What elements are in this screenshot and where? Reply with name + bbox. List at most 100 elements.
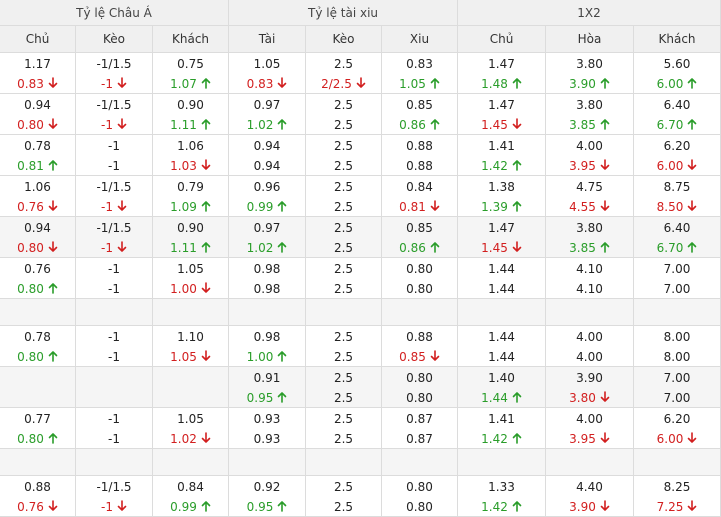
current-odds: 3.85 bbox=[546, 115, 633, 135]
arrow-up-icon bbox=[201, 500, 211, 512]
odds-value: 6.70 bbox=[656, 118, 684, 132]
arrow-up-icon bbox=[430, 241, 440, 253]
opening-odds: 0.84 bbox=[382, 177, 457, 197]
odds-value: 6.40 bbox=[663, 98, 691, 112]
current-odds: 4.00 bbox=[546, 347, 633, 367]
opening-odds: 0.83 bbox=[382, 54, 457, 74]
current-odds: -1 bbox=[76, 197, 152, 217]
odds-value: 6.70 bbox=[656, 241, 684, 255]
opening-odds: 0.78 bbox=[0, 327, 75, 347]
odds-value: 1.00 bbox=[170, 282, 197, 296]
current-odds: 4.55 bbox=[546, 197, 633, 217]
arrow-down-icon bbox=[687, 432, 697, 444]
odds-value: 0.98 bbox=[253, 262, 281, 276]
opening-odds: 0.85 bbox=[382, 218, 457, 238]
table-cell: 4.00 3.95 bbox=[546, 135, 634, 175]
table-cell-empty bbox=[153, 449, 229, 475]
odds-value: 2.5 bbox=[333, 159, 354, 173]
current-odds: 0.99 bbox=[229, 197, 305, 217]
odds-value: 0.87 bbox=[406, 412, 433, 426]
table-cell: 6.20 6.00 bbox=[634, 135, 721, 175]
table-cell: 4.10 4.10 bbox=[546, 258, 634, 298]
column-header: Khách bbox=[634, 26, 721, 52]
table-cell-empty bbox=[306, 449, 382, 475]
arrow-up-icon bbox=[201, 241, 211, 253]
current-odds: 0.80 bbox=[382, 497, 457, 517]
odds-value: 1.05 bbox=[170, 350, 197, 364]
arrow-up-icon bbox=[512, 391, 522, 403]
odds-value: 0.92 bbox=[253, 480, 281, 494]
odds-value: 3.85 bbox=[569, 118, 596, 132]
current-odds: 2.5 bbox=[306, 388, 381, 408]
odds-value: 2.5 bbox=[333, 57, 354, 71]
table-row: 0.78 0.81 -1 -1 1.06 1.03 0.94 0.94 2.5 2.5 0.88 0.… bbox=[0, 135, 721, 176]
odds-value: 0.95 bbox=[246, 391, 274, 405]
opening-odds: 1.05 bbox=[153, 259, 228, 279]
table-cell: 0.93 0.93 bbox=[229, 408, 306, 448]
table-cell bbox=[76, 367, 153, 407]
table-cell: 0.75 1.07 bbox=[153, 53, 229, 93]
table-cell: -1/1.5 -1 bbox=[76, 94, 153, 134]
table-cell: 2.5 2.5 bbox=[306, 258, 382, 298]
arrow-up-icon bbox=[512, 500, 522, 512]
odds-value: 0.83 bbox=[246, 77, 274, 91]
odds-value: 8.00 bbox=[663, 330, 691, 344]
arrow-down-icon bbox=[430, 350, 440, 362]
column-header: Kèo bbox=[76, 26, 153, 52]
arrow-up-icon bbox=[277, 391, 287, 403]
table-cell: 1.47 1.45 bbox=[458, 94, 546, 134]
opening-odds: 1.41 bbox=[458, 409, 545, 429]
arrow-down-icon bbox=[687, 200, 697, 212]
current-odds: 0.80 bbox=[0, 115, 75, 135]
current-odds: 0.85 bbox=[382, 347, 457, 367]
opening-odds: 4.75 bbox=[546, 177, 633, 197]
arrow-down-icon bbox=[201, 350, 211, 362]
odds-value: 0.93 bbox=[253, 432, 281, 446]
table-cell: 0.88 0.76 bbox=[0, 476, 76, 516]
current-odds: 3.90 bbox=[546, 74, 633, 94]
table-cell: 1.44 1.44 bbox=[458, 258, 546, 298]
opening-odds: 0.93 bbox=[229, 409, 305, 429]
odds-value: 7.00 bbox=[663, 282, 691, 296]
odds-value: 0.75 bbox=[177, 57, 204, 71]
odds-value: 8.75 bbox=[663, 180, 691, 194]
opening-odds: -1 bbox=[76, 327, 152, 347]
current-odds: 1.09 bbox=[153, 197, 228, 217]
table-cell: 6.40 6.70 bbox=[634, 217, 721, 257]
arrow-up-icon bbox=[48, 432, 58, 444]
opening-odds: 3.80 bbox=[546, 54, 633, 74]
odds-value: 2.5 bbox=[333, 241, 354, 255]
opening-odds: 4.00 bbox=[546, 327, 633, 347]
odds-value: 2.5 bbox=[333, 371, 354, 385]
odds-value: 0.98 bbox=[253, 330, 281, 344]
arrow-up-icon bbox=[512, 432, 522, 444]
opening-odds: 1.06 bbox=[153, 136, 228, 156]
odds-value: 0.80 bbox=[17, 241, 44, 255]
arrow-up-icon bbox=[430, 77, 440, 89]
odds-value: 0.81 bbox=[17, 159, 44, 173]
current-odds: 2.5 bbox=[306, 115, 381, 135]
opening-odds: 0.75 bbox=[153, 54, 228, 74]
odds-value: 1.45 bbox=[481, 241, 508, 255]
odds-value: 6.40 bbox=[663, 221, 691, 235]
odds-value: 4.00 bbox=[576, 350, 603, 364]
current-odds: 0.83 bbox=[229, 74, 305, 94]
table-cell: 0.92 0.95 bbox=[229, 476, 306, 516]
table-cell: 1.47 1.48 bbox=[458, 53, 546, 93]
table-cell: 0.80 0.80 bbox=[382, 476, 458, 516]
odds-value: 1.47 bbox=[488, 221, 515, 235]
table-cell: 0.94 0.80 bbox=[0, 217, 76, 257]
odds-value: 1.33 bbox=[488, 480, 515, 494]
arrow-up-icon bbox=[600, 118, 610, 130]
table-cell: 2.5 2.5 bbox=[306, 326, 382, 366]
current-odds: -1 bbox=[76, 238, 152, 258]
current-odds: 0.80 bbox=[0, 429, 75, 449]
current-odds: 6.70 bbox=[634, 238, 720, 258]
table-cell-empty bbox=[546, 299, 634, 325]
column-header: Xiu bbox=[382, 26, 458, 52]
current-odds: 1.45 bbox=[458, 115, 545, 135]
odds-value: -1 bbox=[108, 432, 120, 446]
current-odds: 2.5 bbox=[306, 347, 381, 367]
odds-value: 0.81 bbox=[399, 200, 426, 214]
arrow-down-icon bbox=[600, 391, 610, 403]
